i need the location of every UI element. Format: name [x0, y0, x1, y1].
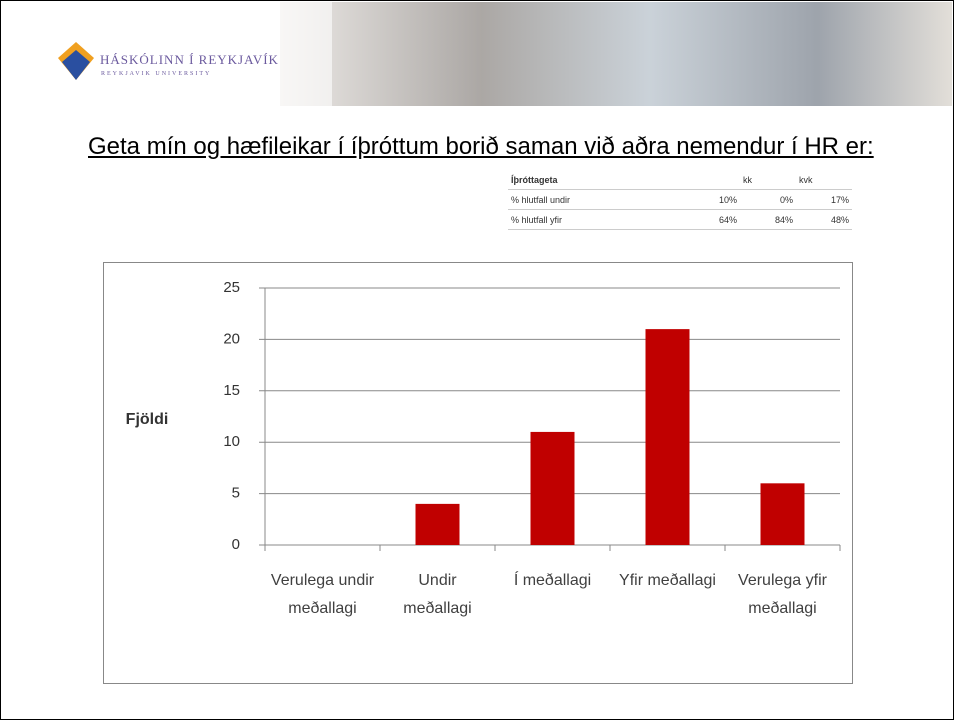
y-tick-label: 20: [223, 330, 240, 347]
bar: [531, 432, 575, 545]
y-tick-label: 25: [223, 279, 240, 296]
slide: HÁSKÓLINN Í REYKJAVÍK REYKJAVIK UNIVERSI…: [0, 0, 954, 720]
y-tick-label: 10: [223, 433, 240, 450]
y-tick-label: 5: [232, 485, 240, 502]
x-tick-label: Yfir meðallagi: [613, 567, 723, 595]
bar: [416, 504, 460, 545]
x-tick-label: Verulega undir meðallagi: [268, 567, 378, 623]
x-tick-label: Í meðallagi: [498, 567, 608, 595]
bar: [761, 483, 805, 545]
y-axis-label: Fjöldi: [126, 411, 169, 428]
x-tick-label: Verulega yfir meðallagi: [728, 567, 838, 623]
bar: [646, 329, 690, 545]
x-tick-label: Undir meðallagi: [383, 567, 493, 623]
y-tick-label: 15: [223, 382, 240, 399]
y-tick-label: 0: [232, 536, 240, 553]
